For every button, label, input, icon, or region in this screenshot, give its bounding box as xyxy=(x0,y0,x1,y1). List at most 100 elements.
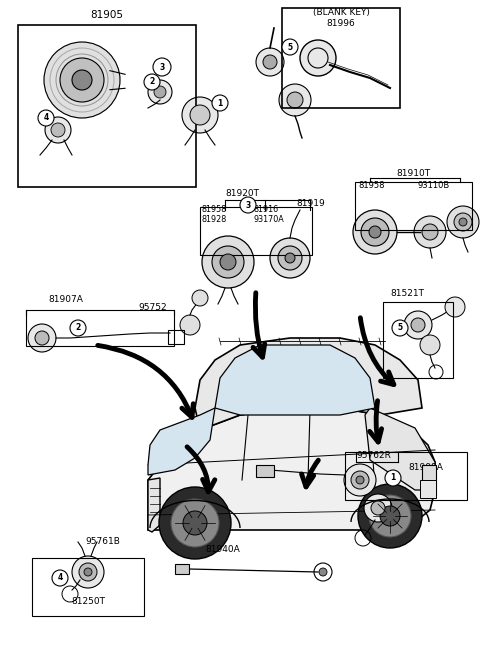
Circle shape xyxy=(182,97,218,133)
Text: 3: 3 xyxy=(159,63,165,72)
Circle shape xyxy=(319,568,327,576)
Circle shape xyxy=(447,206,479,238)
Circle shape xyxy=(371,501,385,515)
Bar xyxy=(422,465,436,495)
Circle shape xyxy=(180,315,200,335)
Bar xyxy=(26,310,174,346)
Circle shape xyxy=(38,110,54,126)
Bar xyxy=(420,480,436,498)
Text: 81940A: 81940A xyxy=(205,546,240,554)
Circle shape xyxy=(361,218,389,246)
Circle shape xyxy=(380,506,400,526)
Text: 5: 5 xyxy=(288,42,293,52)
Circle shape xyxy=(153,58,171,76)
Circle shape xyxy=(344,464,376,496)
Circle shape xyxy=(202,236,254,288)
Circle shape xyxy=(171,499,219,547)
Circle shape xyxy=(282,39,298,55)
Text: 3: 3 xyxy=(245,201,251,209)
Text: 81928: 81928 xyxy=(202,216,227,224)
Circle shape xyxy=(445,297,465,317)
Circle shape xyxy=(51,123,65,137)
Circle shape xyxy=(159,487,231,559)
Text: 95752: 95752 xyxy=(138,303,167,312)
Circle shape xyxy=(72,70,92,90)
Circle shape xyxy=(79,563,97,581)
Text: 95761B: 95761B xyxy=(85,537,120,546)
Bar xyxy=(383,302,453,378)
Circle shape xyxy=(192,290,208,306)
Bar xyxy=(282,8,400,108)
Circle shape xyxy=(45,117,71,143)
Text: 1: 1 xyxy=(390,473,396,482)
Bar xyxy=(175,564,189,574)
Polygon shape xyxy=(148,478,160,532)
Polygon shape xyxy=(195,338,422,430)
Circle shape xyxy=(220,254,236,270)
Text: 4: 4 xyxy=(58,574,62,582)
Bar xyxy=(168,330,184,344)
Text: 1: 1 xyxy=(217,98,223,108)
Circle shape xyxy=(278,246,302,270)
Circle shape xyxy=(212,246,244,278)
Polygon shape xyxy=(148,408,435,530)
Circle shape xyxy=(414,216,446,248)
Circle shape xyxy=(144,74,160,90)
Polygon shape xyxy=(365,408,435,490)
Circle shape xyxy=(287,92,303,108)
Text: 81958: 81958 xyxy=(358,181,384,190)
Circle shape xyxy=(454,213,472,231)
Circle shape xyxy=(270,238,310,278)
Text: 5: 5 xyxy=(397,323,403,333)
Circle shape xyxy=(28,324,56,352)
Bar xyxy=(355,182,472,230)
Circle shape xyxy=(404,311,432,339)
Text: 2: 2 xyxy=(75,323,81,333)
Text: 81521T: 81521T xyxy=(390,289,424,299)
Circle shape xyxy=(411,318,425,332)
Circle shape xyxy=(240,197,256,213)
Bar xyxy=(345,452,467,500)
Circle shape xyxy=(256,48,284,76)
Circle shape xyxy=(369,226,381,238)
Circle shape xyxy=(183,511,207,535)
Bar xyxy=(200,207,312,255)
Circle shape xyxy=(52,570,68,586)
Text: 81905: 81905 xyxy=(91,10,123,20)
Circle shape xyxy=(369,495,411,537)
Circle shape xyxy=(154,86,166,98)
Text: 81910T: 81910T xyxy=(396,170,430,179)
Circle shape xyxy=(35,331,49,345)
Text: 95762R: 95762R xyxy=(356,451,391,460)
Text: 2: 2 xyxy=(149,78,155,87)
Text: 81919: 81919 xyxy=(296,198,325,207)
Circle shape xyxy=(190,105,210,125)
Circle shape xyxy=(70,320,86,336)
Bar xyxy=(32,558,144,616)
Circle shape xyxy=(364,494,392,522)
Text: 81920T: 81920T xyxy=(225,188,259,198)
Circle shape xyxy=(84,568,92,576)
Circle shape xyxy=(285,253,295,263)
Text: 4: 4 xyxy=(43,113,48,123)
Circle shape xyxy=(459,218,467,226)
Circle shape xyxy=(44,42,120,118)
Text: 93170A: 93170A xyxy=(253,216,284,224)
Polygon shape xyxy=(148,408,215,475)
Text: 81996: 81996 xyxy=(326,18,355,27)
Text: 93110B: 93110B xyxy=(418,181,450,190)
Text: 81250T: 81250T xyxy=(71,597,105,606)
FancyArrowPatch shape xyxy=(110,70,125,74)
Polygon shape xyxy=(215,345,375,415)
Circle shape xyxy=(148,80,172,104)
Bar xyxy=(256,465,274,477)
Circle shape xyxy=(353,210,397,254)
Circle shape xyxy=(422,224,438,240)
Circle shape xyxy=(212,95,228,111)
Circle shape xyxy=(263,55,277,69)
Text: 81907A: 81907A xyxy=(48,295,83,304)
Circle shape xyxy=(60,58,104,102)
Circle shape xyxy=(358,484,422,548)
Circle shape xyxy=(420,335,440,355)
Circle shape xyxy=(300,40,336,76)
